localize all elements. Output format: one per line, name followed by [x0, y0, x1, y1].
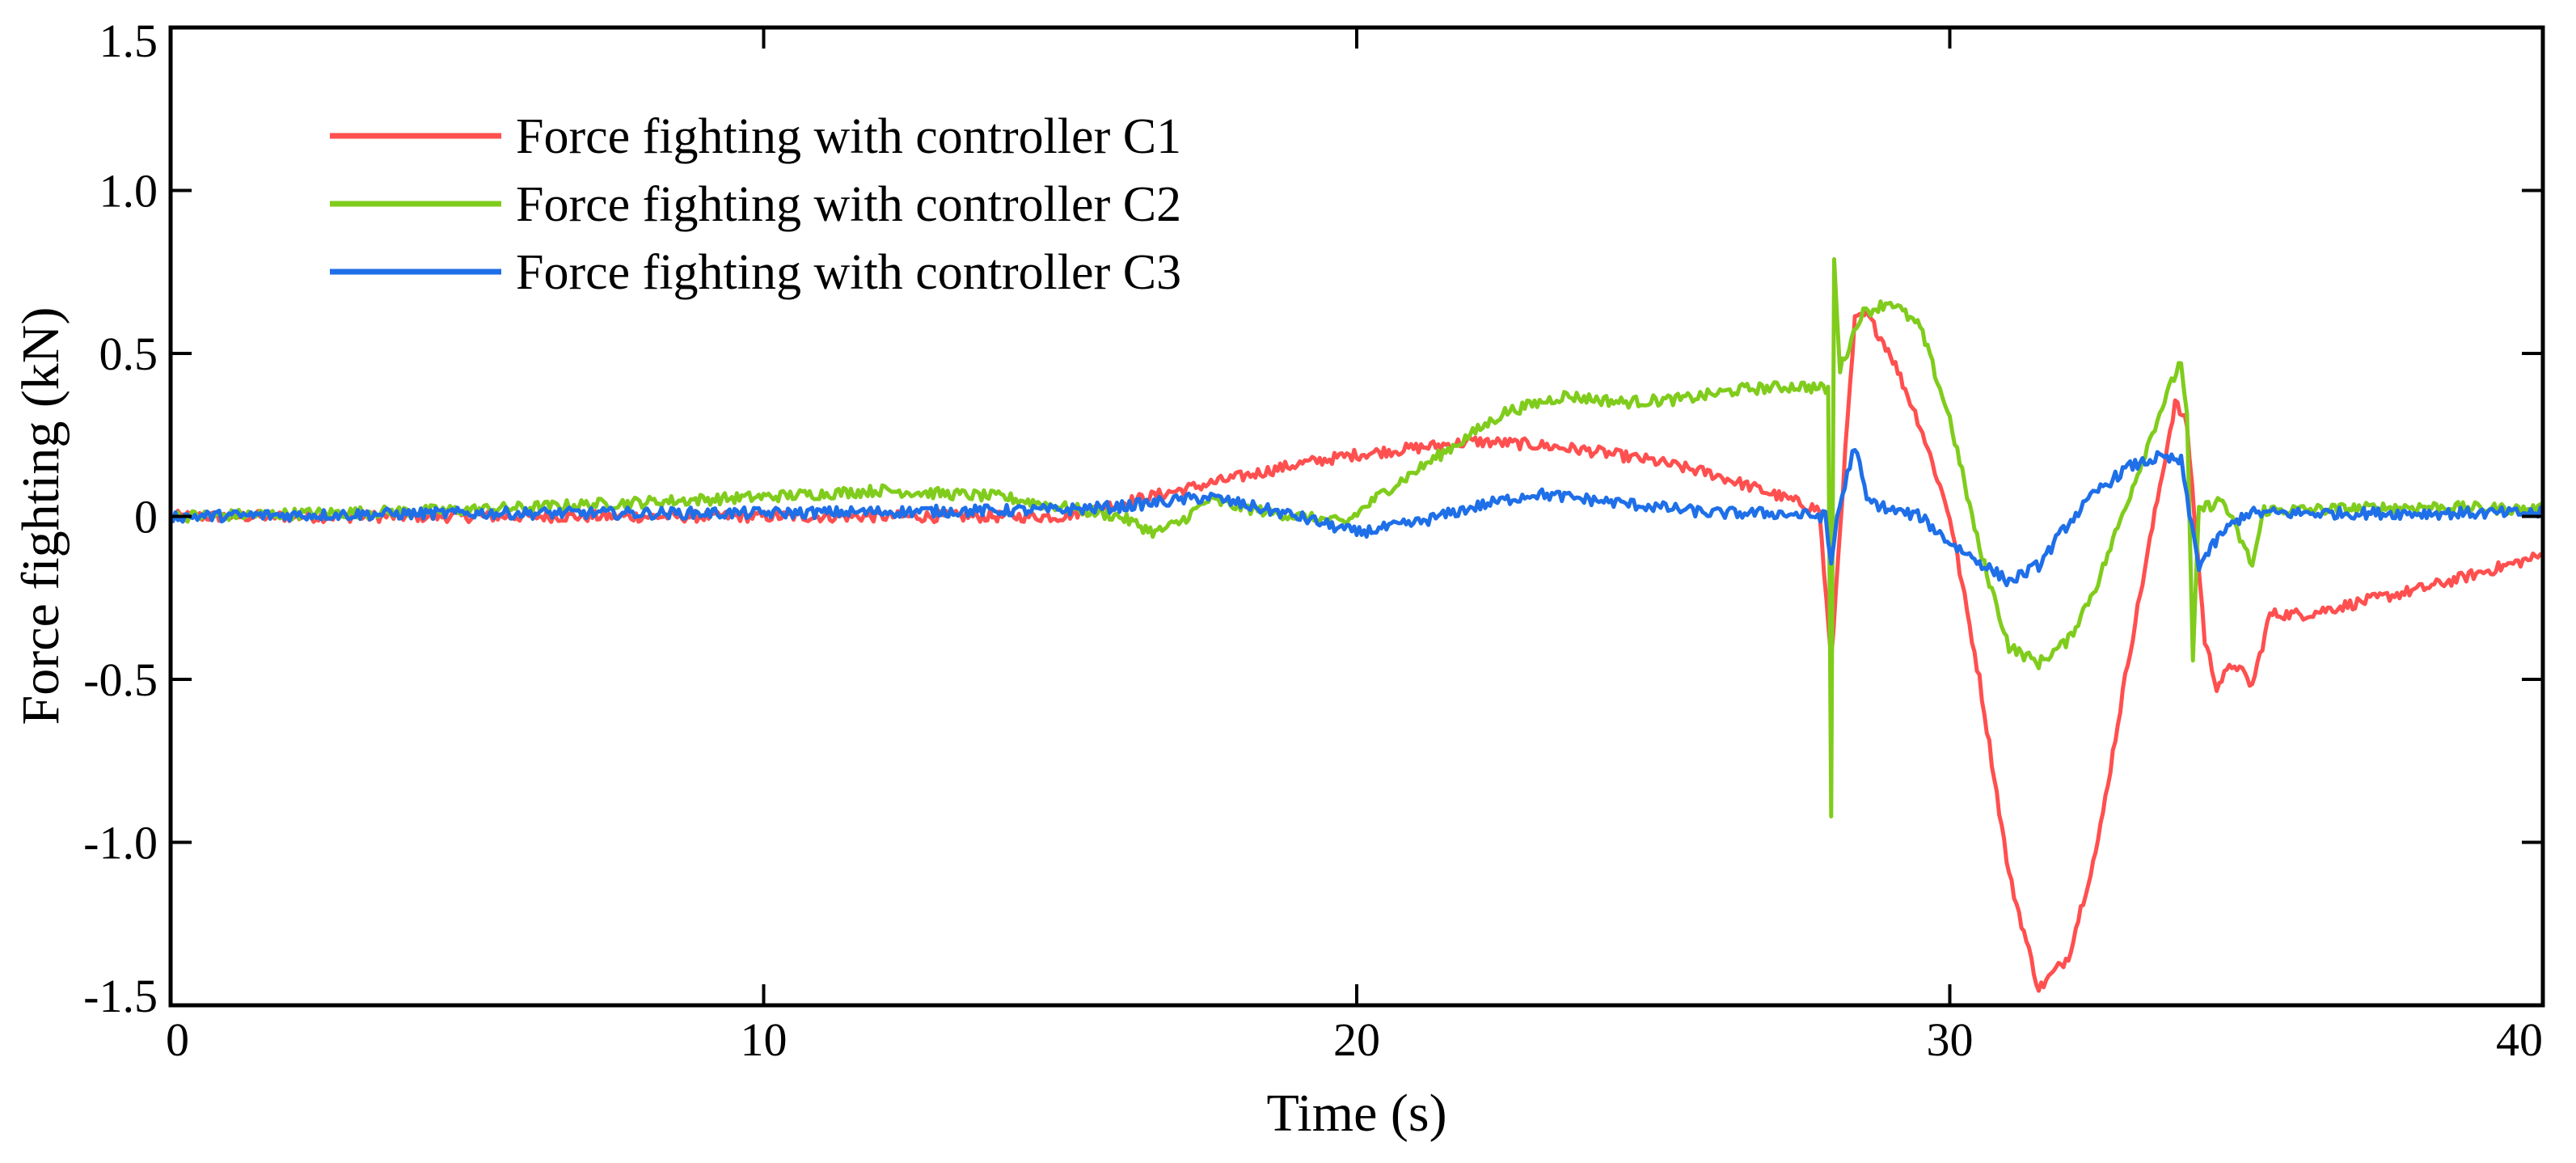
- series-line-1: [168, 307, 2544, 993]
- x-tick-label: 0: [166, 1013, 189, 1066]
- y-ticks: 1.5 1.0 0.5 0 -0.5 -1.0 -1.5: [83, 15, 2543, 1022]
- y-tick-label: 1.0: [99, 165, 158, 218]
- y-tick-label: 0: [134, 491, 158, 543]
- y-axis-title: Force fighting (kN): [11, 307, 70, 725]
- series-layer: [168, 257, 2545, 993]
- legend: Force fighting with controller C1 Force f…: [330, 109, 1181, 300]
- y-tick-label: -0.5: [83, 653, 158, 706]
- x-tick-label: 40: [2496, 1013, 2543, 1066]
- y-tick-label: 0.5: [99, 328, 158, 380]
- y-tick-label: 1.5: [99, 15, 158, 67]
- legend-label-3: Force fighting with controller C3: [516, 245, 1181, 300]
- series-line-2: [169, 257, 2545, 818]
- x-tick-label: 20: [1333, 1013, 1380, 1066]
- y-tick-label: -1.0: [83, 817, 158, 869]
- x-axis-title: Time (s): [1266, 1084, 1446, 1143]
- series-line-3: [170, 447, 2545, 588]
- x-tick-label: 10: [741, 1013, 788, 1066]
- legend-label-1: Force fighting with controller C1: [516, 109, 1181, 164]
- legend-label-2: Force fighting with controller C2: [516, 177, 1181, 232]
- x-tick-label: 30: [1927, 1013, 1974, 1066]
- y-tick-label: -1.5: [83, 970, 158, 1022]
- x-ticks: 0 10 20 30 40: [166, 27, 2544, 1066]
